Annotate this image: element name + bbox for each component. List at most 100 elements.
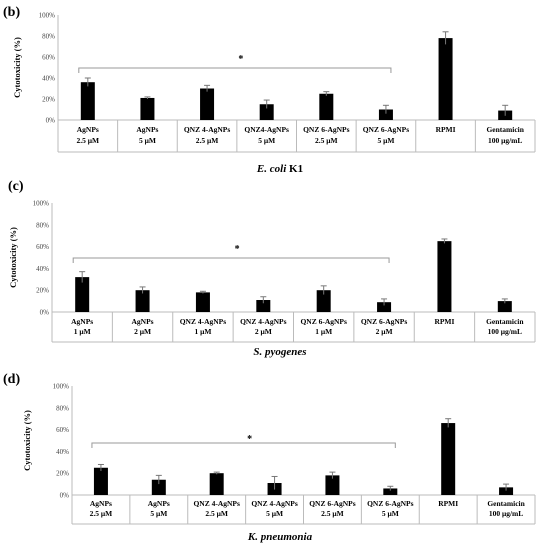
x-tick-label: 2.5 μM <box>77 136 100 145</box>
x-tick-label: 2.5 μM <box>321 509 344 518</box>
chart-panel: (d) Cytotoxicity (%) 0% 20% 40% 60% 80% 100% * Ag… <box>3 372 536 543</box>
error-bar <box>382 104 389 114</box>
panel-letter: (d) <box>3 372 20 387</box>
organism-caption: E. coli K1 <box>256 163 303 175</box>
x-tick-label: 2 μM <box>376 327 393 336</box>
y-tick-label: 100% <box>33 200 50 208</box>
bar <box>75 277 90 312</box>
y-tick-label: 60% <box>42 54 55 62</box>
x-tick-label: QNZ 4-AgNPs <box>193 499 240 508</box>
x-tick-label: 5 μM <box>266 509 283 518</box>
y-axis-label: Cytotoxicity (%) <box>22 410 32 471</box>
bar <box>256 300 271 312</box>
x-tick-label: AgNPs <box>90 499 112 508</box>
error-bar <box>84 77 91 87</box>
error-bar <box>502 104 509 116</box>
y-tick-label: 40% <box>42 75 55 83</box>
y-tick-label: 100% <box>39 12 56 20</box>
x-tick-label: RPMI <box>438 499 458 508</box>
x-tick-label: QNZ 4-AgNPs <box>180 317 227 326</box>
x-tick-label: AgNPs <box>136 125 158 134</box>
x-tick-label: QNZ4-AgNPs <box>244 125 289 134</box>
x-tick-label: 2.5 μM <box>315 136 338 145</box>
x-tick-label: QNZ 6-AgNPs <box>303 125 350 134</box>
x-tick-label: 2 μM <box>255 327 272 336</box>
significance-marker: * <box>247 434 252 445</box>
error-bar <box>381 298 388 306</box>
bar <box>378 109 393 120</box>
bar <box>319 93 334 120</box>
error-bar <box>441 238 448 244</box>
x-tick-label: 100 μg/mL <box>489 509 523 518</box>
error-bar <box>144 96 151 99</box>
x-tick-label: QNZ 6-AgNPs <box>300 317 347 326</box>
bar <box>499 487 514 495</box>
panel-letter: (c) <box>8 179 24 194</box>
y-tick-label: 0% <box>40 309 50 317</box>
x-tick-label: 2.5 μM <box>90 509 113 518</box>
y-tick-label: 80% <box>36 221 49 229</box>
bar <box>325 475 340 495</box>
error-bar <box>79 271 86 283</box>
x-tick-label: 5 μM <box>377 136 394 145</box>
x-tick-label: QNZ 6-AgNPs <box>309 499 356 508</box>
bar <box>200 88 215 120</box>
category-separators <box>71 495 536 525</box>
bar <box>140 97 155 120</box>
x-tick-label: QNZ 4-AgNPs <box>251 499 298 508</box>
error-bar <box>204 84 211 92</box>
x-tick-label: Gentamicin <box>487 499 525 508</box>
y-tick-label: 60% <box>56 426 69 434</box>
x-tick-label: AgNPs <box>148 499 170 508</box>
y-axis-label: Cytotoxicity (%) <box>8 227 18 288</box>
bar <box>80 82 95 120</box>
x-tick-label: QNZ 4-AgNPs <box>240 317 287 326</box>
category-separators <box>51 312 536 343</box>
category-separators <box>57 120 536 153</box>
bar <box>316 290 331 312</box>
x-tick-label: 1 μM <box>315 327 332 336</box>
error-bar <box>442 31 449 45</box>
significance-bracket <box>78 67 392 73</box>
bar <box>383 488 398 495</box>
significance-marker: * <box>238 54 243 65</box>
y-tick-label: 20% <box>56 470 69 478</box>
error-bar <box>445 418 452 428</box>
x-tick-label: QNZ 4-AgNPs <box>184 125 231 134</box>
y-tick-label: 0% <box>46 117 56 125</box>
x-tick-label: AgNPs <box>71 317 93 326</box>
x-tick-label: Gentamicin <box>486 317 524 326</box>
x-tick-label: 2.5 μM <box>196 136 219 145</box>
bar <box>195 292 210 312</box>
panel-letter: (b) <box>3 5 20 20</box>
y-axis-label: Cytotoxicity (%) <box>12 37 22 98</box>
error-bar <box>213 471 220 475</box>
y-tick-label: 40% <box>36 265 49 273</box>
error-bar <box>271 475 278 490</box>
y-tick-label: 80% <box>56 404 69 412</box>
significance-bracket <box>72 257 390 263</box>
x-tick-label: 5 μM <box>382 509 399 518</box>
y-tick-label: 20% <box>42 96 55 104</box>
y-tick-label: 80% <box>42 33 55 41</box>
x-tick-label: 2 μM <box>134 327 151 336</box>
x-tick-label: QNZ 6-AgNPs <box>367 499 414 508</box>
error-bar <box>260 296 267 304</box>
error-bar <box>323 91 330 96</box>
bar <box>437 241 452 312</box>
error-bar <box>263 99 270 109</box>
error-bar <box>97 463 104 472</box>
y-tick-label: 40% <box>56 448 69 456</box>
significance-marker: * <box>235 244 240 255</box>
organism-caption: K. pneumonia <box>247 531 313 543</box>
bar <box>209 473 224 495</box>
x-tick-label: AgNPs <box>132 317 154 326</box>
x-tick-label: 2.5 μM <box>205 509 228 518</box>
bar <box>259 104 274 120</box>
x-tick-label: 5 μM <box>150 509 167 518</box>
bar <box>441 423 456 495</box>
y-tick-label: 0% <box>60 492 70 500</box>
x-tick-label: QNZ 6-AgNPs <box>363 125 410 134</box>
chart-panel: (b) Cytotoxicity (%) 0% 20% 40% 60% 80% 100% * Ag… <box>3 5 536 175</box>
